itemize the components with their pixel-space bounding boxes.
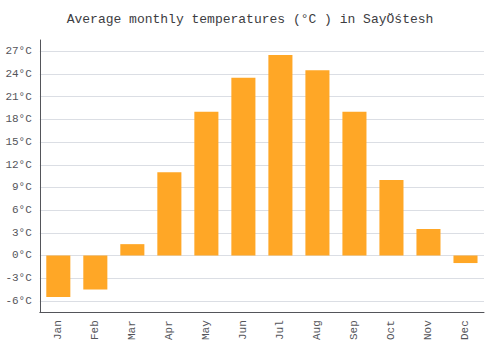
- svg-text:18°C: 18°C: [5, 113, 32, 125]
- svg-text:Jul: Jul: [274, 320, 286, 340]
- svg-text:15°C: 15°C: [5, 136, 32, 148]
- svg-text:9°C: 9°C: [12, 181, 32, 193]
- svg-text:Jan: Jan: [52, 320, 64, 340]
- svg-text:24°C: 24°C: [5, 68, 32, 80]
- svg-text:6°C: 6°C: [12, 204, 32, 216]
- svg-text:-6°C: -6°C: [5, 295, 32, 307]
- svg-text:Aug: Aug: [311, 320, 323, 340]
- svg-text:Oct: Oct: [385, 320, 397, 340]
- svg-text:-3°C: -3°C: [5, 272, 32, 284]
- svg-text:Feb: Feb: [89, 320, 101, 340]
- svg-text:Average monthly temperatures (: Average monthly temperatures (°C ) in Sa…: [67, 12, 434, 27]
- svg-text:0°C: 0°C: [12, 249, 32, 261]
- svg-text:12°C: 12°C: [5, 159, 32, 171]
- svg-text:Jun: Jun: [237, 320, 249, 340]
- svg-text:27°C: 27°C: [5, 45, 32, 57]
- svg-text:Mar: Mar: [126, 320, 138, 340]
- svg-text:May: May: [200, 320, 212, 340]
- svg-text:21°C: 21°C: [5, 91, 32, 103]
- svg-text:3°C: 3°C: [12, 227, 32, 239]
- svg-text:Nov: Nov: [422, 320, 434, 340]
- svg-text:Apr: Apr: [163, 320, 175, 340]
- svg-text:Dec: Dec: [459, 320, 471, 340]
- svg-text:Sep: Sep: [348, 320, 360, 340]
